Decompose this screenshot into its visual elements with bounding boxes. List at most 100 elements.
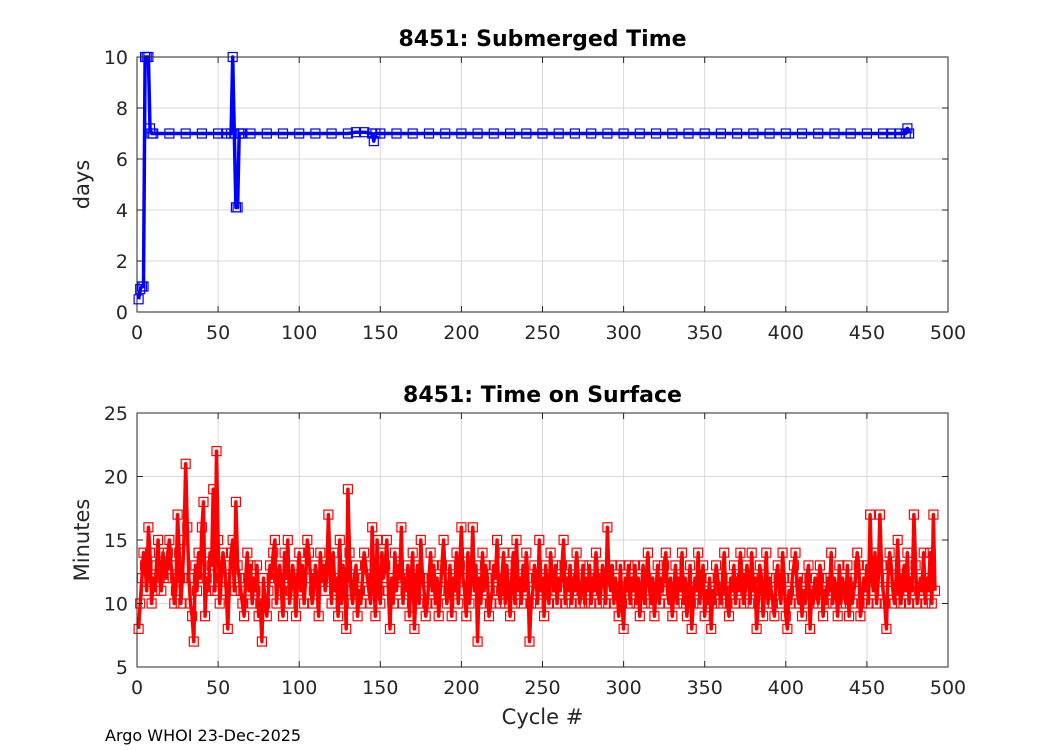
data-point-marker (894, 128, 905, 139)
data-point-marker (553, 128, 564, 139)
data-point-marker (239, 611, 250, 622)
data-point-marker (853, 560, 864, 571)
data-point-marker (456, 522, 467, 533)
data-point-marker (608, 598, 620, 609)
data-point-marker (694, 598, 705, 609)
data-point-marker (530, 572, 542, 584)
data-point-marker (170, 585, 181, 596)
data-point-marker (826, 547, 837, 558)
data-point-marker (172, 509, 183, 520)
data-point-marker (284, 598, 295, 609)
data-point-marker (785, 598, 796, 609)
y-axis-label: days (70, 160, 94, 210)
data-point-marker (164, 128, 175, 139)
data-point-marker (780, 611, 791, 622)
data-point-marker (649, 611, 660, 622)
data-point-marker (639, 598, 650, 609)
data-point-marker (247, 598, 258, 609)
data-point-marker (547, 572, 558, 584)
data-point-marker (219, 560, 230, 571)
data-point-marker (483, 611, 495, 622)
data-point-marker (879, 598, 890, 609)
data-point-marker (235, 585, 246, 596)
data-point-marker (472, 636, 483, 647)
data-point-marker (412, 560, 423, 571)
data-point-marker (208, 484, 219, 495)
data-point-marker (384, 623, 396, 635)
x-tick-label: 350 (687, 677, 723, 699)
data-point-marker (273, 572, 284, 584)
data-point-marker (182, 522, 193, 533)
y-axis-label: Minutes (70, 499, 94, 582)
data-point-marker (840, 598, 851, 609)
data-point-marker (326, 128, 337, 139)
data-point-marker (869, 547, 881, 558)
data-point-marker (613, 611, 624, 622)
data-point-marker (237, 128, 248, 139)
data-point-marker (902, 123, 913, 134)
data-point-marker (474, 572, 485, 584)
data-point-marker (561, 572, 572, 584)
data-point-marker (282, 534, 293, 546)
data-point-marker (339, 572, 350, 584)
data-point-marker (553, 572, 564, 584)
data-point-marker (511, 534, 522, 546)
data-point-marker (292, 572, 303, 584)
data-point-marker (543, 598, 555, 609)
x-tick-label: 300 (605, 322, 641, 344)
data-point-marker (757, 611, 769, 622)
data-point-marker (479, 585, 490, 596)
data-point-marker (856, 598, 868, 609)
data-point-marker (796, 128, 808, 139)
data-point-marker (641, 572, 652, 584)
data-point-marker (921, 572, 933, 584)
data-point-marker (903, 128, 915, 139)
footer-credit: Argo WHOI 23-Dec-2025 (105, 726, 301, 745)
data-point-marker (492, 534, 503, 546)
data-point-marker (834, 560, 845, 571)
x-tick-label: 0 (131, 677, 143, 699)
x-tick-label: 400 (768, 677, 804, 699)
data-point-marker (779, 572, 790, 584)
data-point-marker (907, 585, 918, 596)
data-point-marker (464, 598, 475, 609)
data-point-marker (402, 560, 413, 571)
data-point-marker (525, 598, 537, 609)
data-point-marker (733, 585, 744, 596)
data-point-marker (774, 585, 785, 596)
data-point-marker (602, 128, 613, 139)
data-point-marker (714, 585, 725, 596)
data-point-marker (790, 547, 801, 558)
data-point-marker (331, 572, 342, 584)
data-point-marker (446, 611, 457, 622)
x-tick-label: 450 (849, 677, 885, 699)
x-tick-label: 100 (281, 677, 317, 699)
y-tick-label: 8 (116, 98, 128, 120)
data-point-marker (307, 598, 318, 609)
data-point-marker (563, 585, 574, 596)
data-point-marker (600, 598, 611, 609)
data-point-marker (328, 547, 339, 558)
data-point-marker (167, 572, 178, 584)
data-point-marker (299, 598, 310, 609)
data-point-marker (213, 534, 224, 546)
data-point-marker (861, 128, 873, 139)
data-point-marker (169, 598, 180, 609)
data-point-marker (897, 572, 908, 584)
data-point-marker (569, 585, 581, 596)
data-point-marker (401, 585, 412, 596)
data-point-marker (864, 509, 876, 520)
data-point-marker (540, 560, 551, 571)
data-point-marker (166, 560, 177, 571)
data-point-marker (477, 547, 488, 558)
data-point-marker (135, 598, 146, 609)
data-point-marker (404, 611, 415, 622)
data-point-marker (923, 585, 934, 596)
data-point-marker (435, 585, 446, 596)
data-point-marker (466, 572, 477, 584)
data-point-marker (686, 623, 697, 635)
data-point-marker (185, 598, 196, 609)
y-tick-label: 15 (104, 530, 128, 552)
data-point-marker (135, 284, 146, 295)
data-point-marker (389, 547, 400, 558)
